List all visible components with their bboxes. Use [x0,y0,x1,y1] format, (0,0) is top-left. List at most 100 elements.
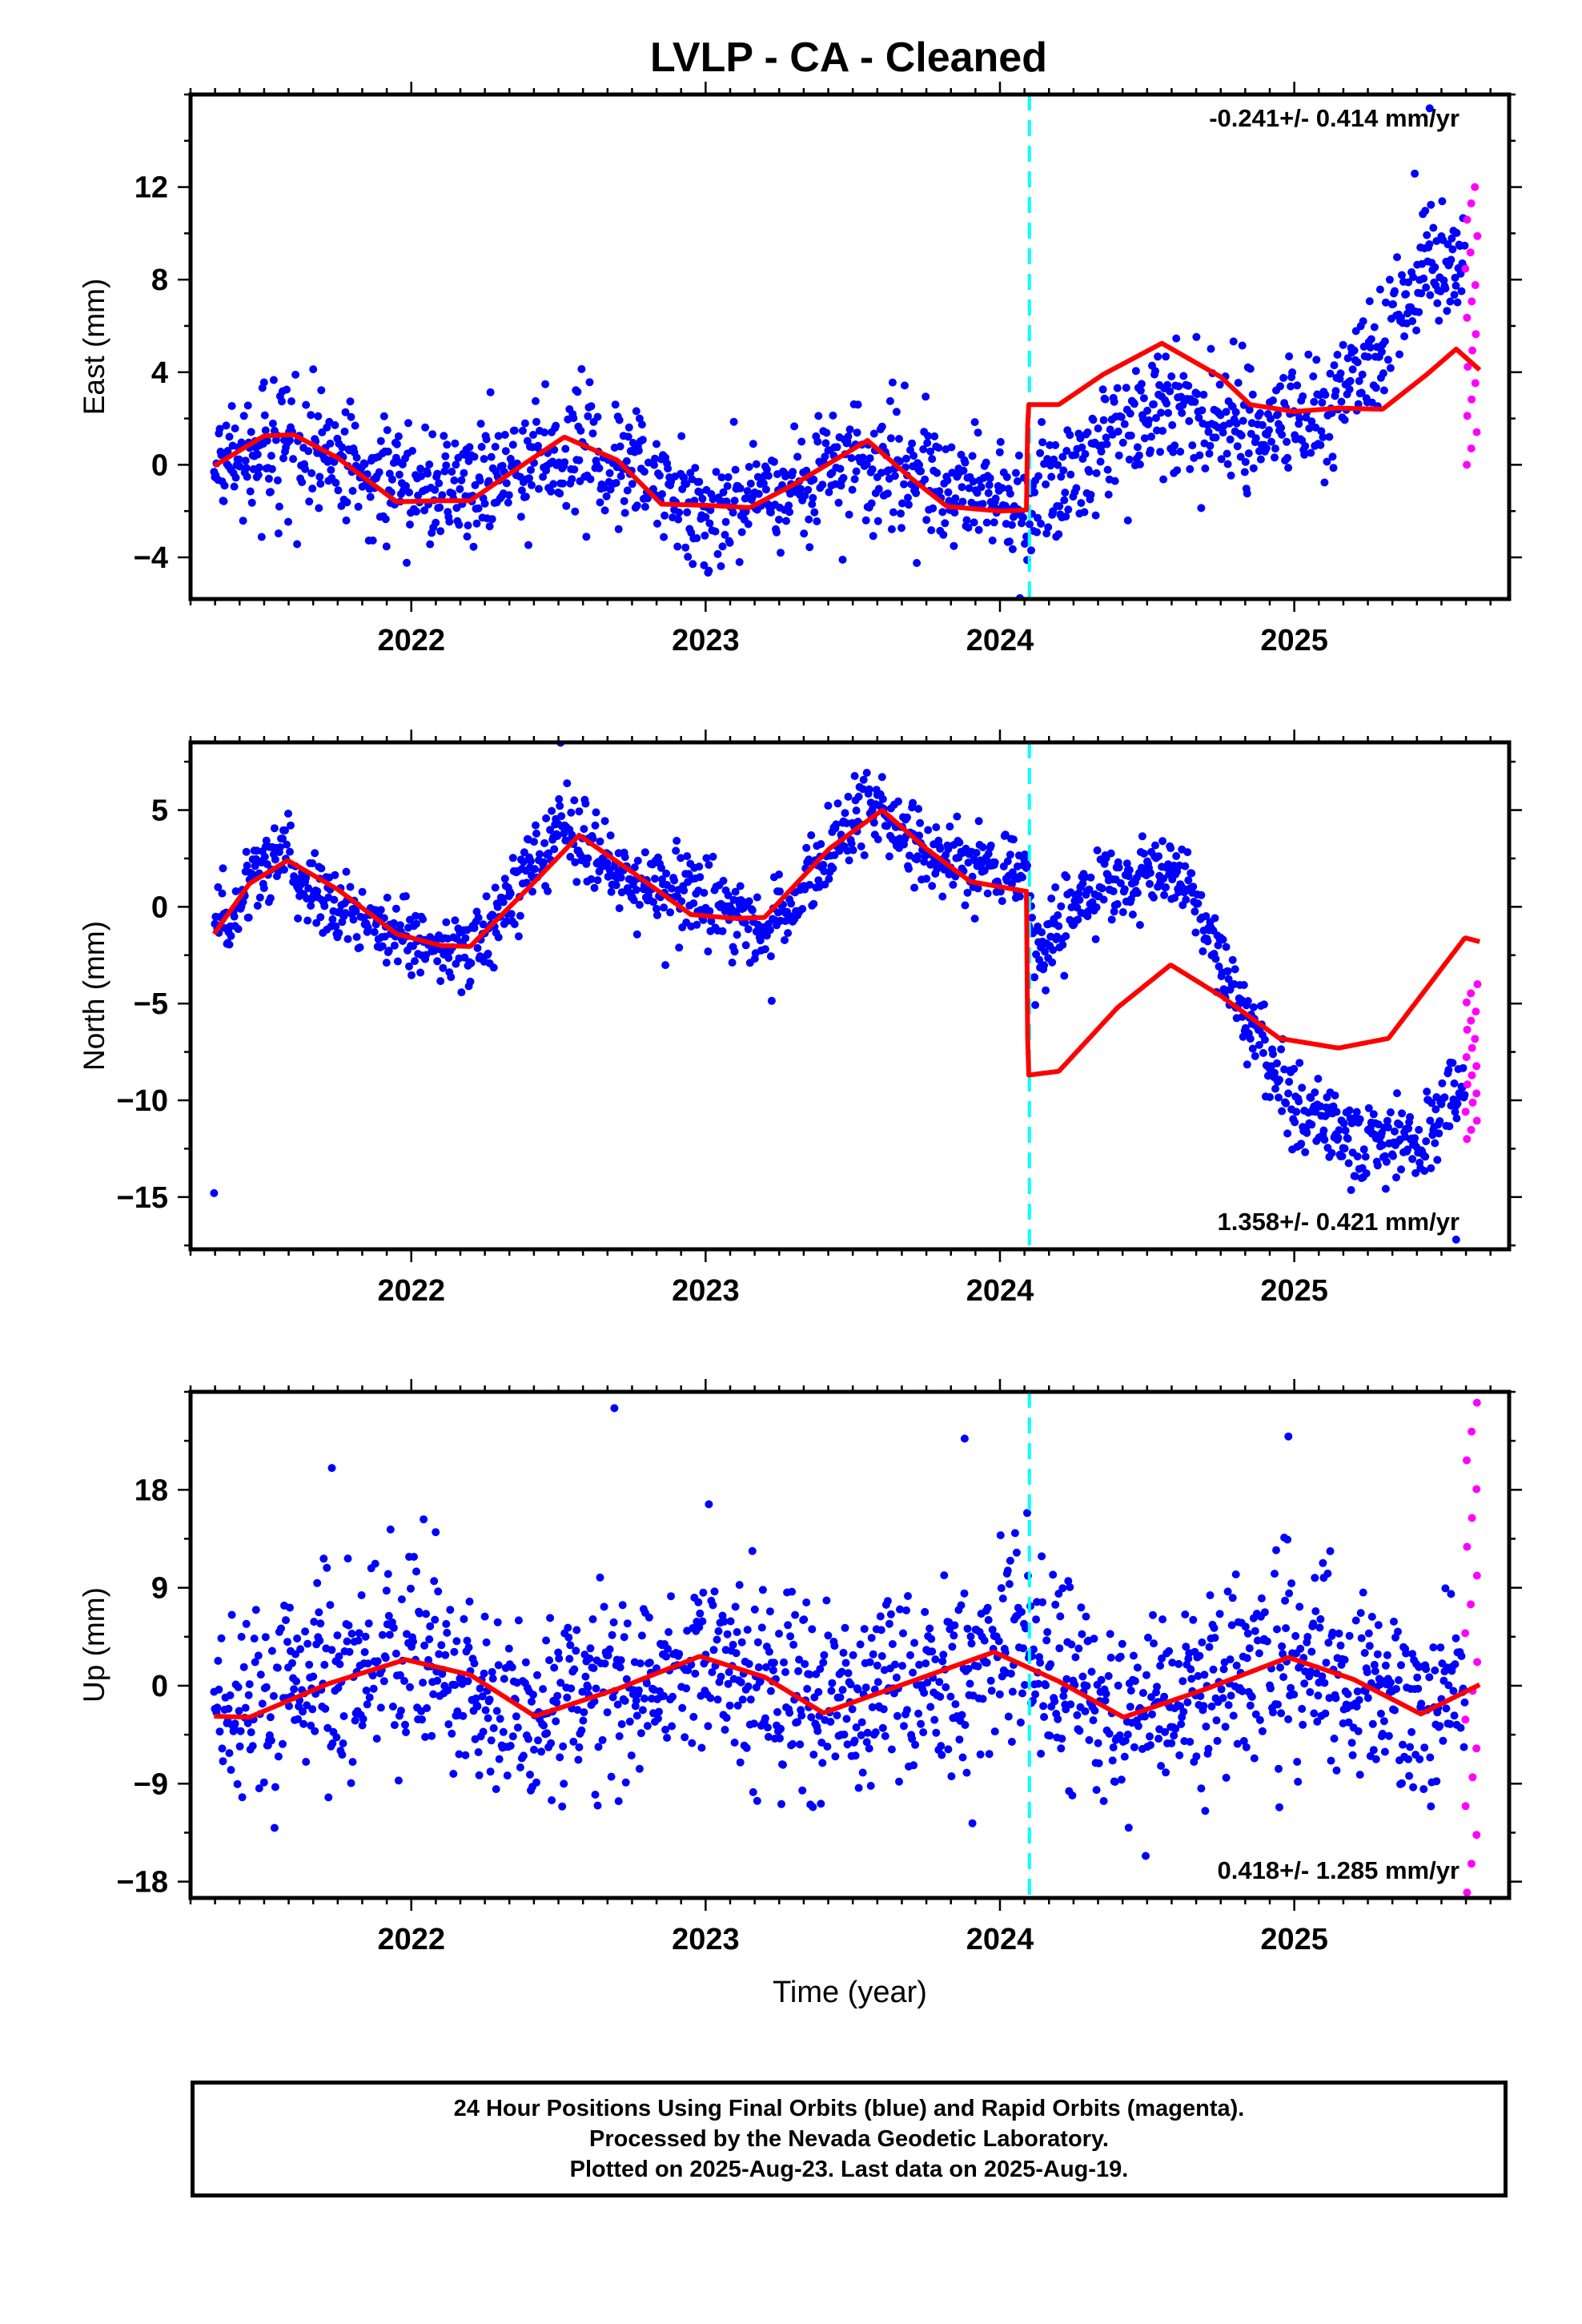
final-orbit-point [1427,1164,1435,1172]
final-orbit-point [1356,1609,1365,1618]
rapid-orbit-point [1467,199,1476,207]
final-orbit-point [766,1687,775,1695]
final-orbit-point [750,1605,759,1614]
final-orbit-point [888,378,897,387]
final-orbit-point [1186,1665,1195,1674]
final-orbit-point [484,1714,492,1723]
final-orbit-point [476,476,484,485]
final-orbit-point [584,854,592,862]
final-orbit-point [717,1672,725,1681]
final-orbit-point [358,887,367,896]
final-orbit-point [226,1691,235,1699]
final-orbit-point [1226,435,1235,444]
final-orbit-point [713,549,722,558]
chart-title: LVLP - CA - Cleaned [650,34,1047,81]
final-orbit-point [633,856,642,865]
final-orbit-point [1453,1100,1462,1108]
final-orbit-point [1182,1642,1191,1651]
final-orbit-point [1326,369,1335,378]
final-orbit-point [805,515,813,524]
final-orbit-point [451,1681,460,1689]
y-tick-label: 0 [151,1670,168,1703]
final-orbit-point [239,1663,248,1671]
final-orbit-point [627,1751,636,1760]
final-orbit-point [567,1684,576,1693]
final-orbit-point [1117,1775,1126,1784]
final-orbit-point [1176,448,1185,456]
final-orbit-point [1005,537,1014,546]
final-orbit-point [841,809,849,818]
final-orbit-point [499,898,508,907]
final-orbit-point [793,1718,802,1727]
final-orbit-point [429,1690,438,1699]
final-orbit-point [1391,1706,1399,1715]
final-orbit-point [1363,1668,1371,1677]
final-orbit-point [433,1676,442,1685]
final-orbit-point [371,906,379,915]
final-orbit-point [649,898,657,907]
final-orbit-point [893,1711,901,1720]
final-orbit-point [1398,1109,1406,1118]
final-orbit-point [1460,1091,1469,1100]
final-orbit-point [1011,468,1020,477]
final-orbit-point [1348,365,1357,374]
final-orbit-point [457,476,466,485]
final-orbit-point [1316,1614,1325,1623]
final-orbit-point [846,1680,855,1689]
final-orbit-point [978,843,987,851]
final-orbit-point [656,471,664,480]
final-orbit-point [660,903,669,912]
final-orbit-point [1183,848,1192,857]
final-orbit-point [1339,1119,1348,1128]
final-orbit-point [850,772,859,780]
final-orbit-point [1295,414,1304,423]
final-orbit-point [317,864,326,873]
final-orbit-point [1359,1145,1368,1154]
final-orbit-point [1303,1128,1311,1137]
final-orbit-point [1113,900,1122,908]
final-orbit-point [1367,1612,1376,1621]
final-orbit-point [1452,1114,1461,1123]
final-orbit-point [493,1618,502,1626]
final-orbit-point [651,454,659,463]
final-orbit-point [1278,430,1287,439]
final-orbit-point [298,478,307,487]
final-orbit-point [709,852,717,861]
final-orbit-point [725,538,734,547]
final-orbit-point [1073,1711,1082,1719]
final-orbit-point [928,882,937,891]
final-orbit-point [845,856,853,865]
final-orbit-point [412,919,420,928]
rapid-orbit-point [1461,1108,1470,1116]
final-orbit-point [1233,442,1242,451]
final-orbit-point [584,1683,592,1692]
final-orbit-point [563,779,572,788]
final-orbit-point [587,875,596,883]
final-orbit-point [1115,1731,1124,1739]
final-orbit-point [717,473,726,482]
final-orbit-point [1094,424,1102,432]
x-tick-label: 2022 [377,1274,445,1308]
final-orbit-point [640,848,649,857]
final-orbit-point [879,1705,888,1714]
final-orbit-point [1459,1063,1468,1072]
final-orbit-point [571,858,580,866]
final-orbit-point [1421,207,1430,215]
final-orbit-point [1371,1667,1379,1675]
final-orbit-point [1347,1739,1356,1747]
final-orbit-point [533,1671,541,1679]
final-orbit-point [817,1739,826,1747]
final-orbit-point [670,876,679,885]
final-orbit-point [1021,850,1029,858]
final-orbit-point [1068,1791,1077,1799]
final-orbit-point [259,1778,268,1787]
final-orbit-point [922,516,931,525]
final-orbit-point [694,1598,703,1606]
final-orbit-point [376,436,385,445]
final-orbit-point [824,1631,833,1640]
final-orbit-point [460,468,468,477]
final-orbit-point [895,435,903,443]
final-orbit-point [442,1619,451,1628]
final-orbit-point [313,1578,322,1587]
final-orbit-point [457,988,466,997]
